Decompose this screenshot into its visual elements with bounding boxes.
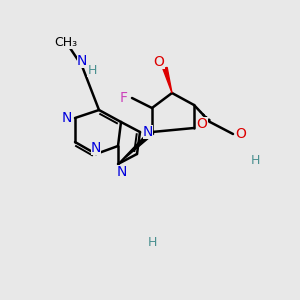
Text: O: O xyxy=(154,55,164,69)
Text: O: O xyxy=(236,127,246,141)
Text: N: N xyxy=(91,141,101,155)
Text: F: F xyxy=(120,91,128,105)
Text: O: O xyxy=(196,117,207,131)
Text: N: N xyxy=(62,111,72,125)
Text: N: N xyxy=(117,165,127,179)
Text: N: N xyxy=(143,125,153,139)
Polygon shape xyxy=(118,130,154,164)
Polygon shape xyxy=(163,68,172,93)
Text: N: N xyxy=(77,54,87,68)
Text: CH₃: CH₃ xyxy=(54,35,78,49)
Text: H: H xyxy=(87,64,97,76)
Text: H: H xyxy=(250,154,260,166)
Text: H: H xyxy=(147,236,157,248)
